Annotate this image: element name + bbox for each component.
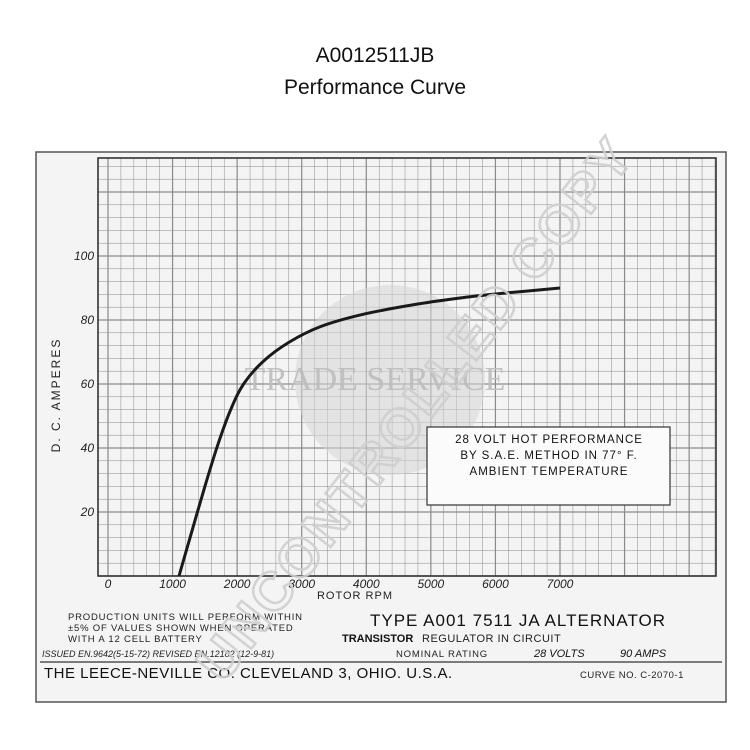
nominal-volts: 28 VOLTS [533, 648, 585, 660]
x-tick-labels: 0 1000 2000 3000 4000 5000 6000 7000 [105, 577, 574, 591]
y-axis-label: D. C. AMPERES [49, 338, 63, 453]
x-tick-label: 1000 [159, 577, 186, 591]
x-tick-label: 2000 [223, 577, 251, 591]
x-tick-label: 4000 [353, 577, 380, 591]
x-tick-label: 5000 [418, 577, 445, 591]
annotation-line-1: 28 VOLT HOT PERFORMANCE [455, 434, 643, 446]
y-tick-label: 40 [81, 441, 95, 455]
chart-subtitle: Performance Curve [283, 76, 467, 99]
company-name: THE LEECE-NEVILLE CO. CLEVELAND 3, OHIO.… [44, 665, 453, 682]
y-tick-label: 60 [81, 377, 95, 391]
nominal-amps: 90 AMPS [620, 648, 667, 660]
issued-revised-line: ISSUED EN.9642(5-15-72) REVISED EN.12182… [42, 649, 274, 659]
regulator-note: REGULATOR IN CIRCUIT [422, 633, 561, 645]
regulator-type: TRANSISTOR [342, 633, 413, 645]
production-note-3: WITH A 12 CELL BATTERY [68, 634, 203, 645]
nominal-rating-label: NOMINAL RATING [396, 649, 488, 660]
x-tick-label: 7000 [547, 577, 574, 591]
annotation-line-2: BY S.A.E. METHOD IN 77° F. [460, 450, 637, 462]
x-tick-label: 6000 [482, 577, 509, 591]
watermark-trade-service: TRADE SERVICE [245, 361, 506, 398]
x-tick-label: 0 [105, 577, 112, 591]
performance-curve [177, 286, 561, 577]
plot-frame [97, 157, 717, 577]
part-number-title: A0012511JB [315, 44, 435, 67]
x-axis-label: ROTOR RPM [317, 590, 393, 602]
y-tick-labels: 20 40 60 80 100 [74, 249, 94, 519]
annotation-box [426, 426, 671, 506]
curve-number: CURVE NO. C-2070-1 [580, 670, 684, 681]
y-tick-label: 80 [81, 313, 95, 327]
annotation-line-3: AMBIENT TEMPERATURE [470, 466, 629, 478]
y-tick-label: 100 [74, 249, 94, 263]
x-tick-label: 3000 [288, 577, 315, 591]
production-note-2: ±5% OF VALUES SHOWN WHEN OPERATED [68, 623, 294, 634]
production-note-1: PRODUCTION UNITS WILL PERFORM WITHIN [68, 612, 303, 623]
alternator-type: TYPE A001 7511 JA ALTERNATOR [370, 611, 666, 630]
y-tick-label: 20 [80, 505, 95, 519]
